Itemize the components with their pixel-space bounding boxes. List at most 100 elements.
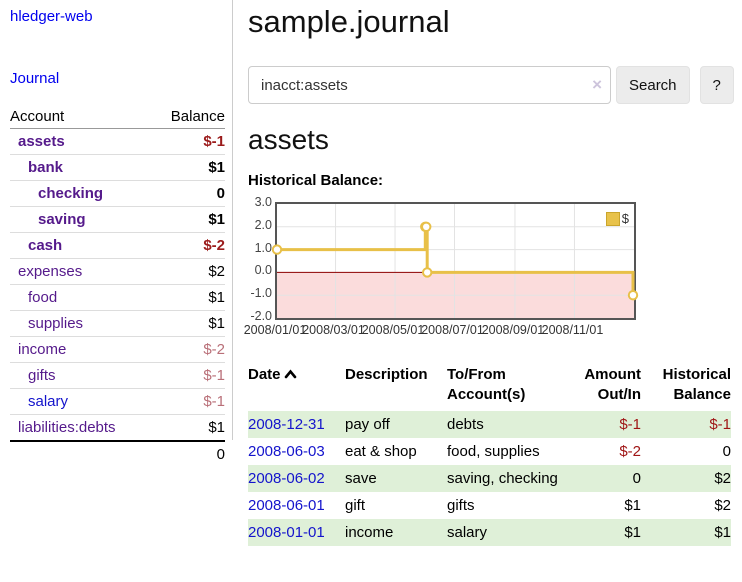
accounts-total-value: 0 [152, 440, 225, 467]
register-header-balance: Historical Balance [662, 366, 731, 403]
account-link[interactable]: income [18, 341, 67, 358]
accounts-header-balance: Balance [152, 105, 225, 129]
chart-canvas [271, 204, 639, 318]
app-title-link[interactable]: hledger-web [10, 8, 93, 25]
account-row: cash $-2 [10, 232, 225, 259]
account-link[interactable]: gifts [28, 367, 56, 384]
transaction-description: eat & shop [345, 443, 417, 460]
account-row: supplies $1 [10, 310, 225, 337]
accounts-total-row: 0 [10, 440, 225, 467]
register-row: 2008-06-03 eat & shop food, supplies $-2… [248, 438, 731, 465]
account-balance: $1 [152, 206, 225, 233]
register-header-amount: Amount Out/In [584, 366, 641, 403]
transaction-description: gift [345, 497, 366, 514]
transaction-description: pay off [345, 416, 390, 433]
sort-ascending-icon [284, 369, 296, 379]
chart-title: Historical Balance: [248, 172, 384, 189]
x-axis-label: 2008/07/01 [421, 323, 484, 337]
search-input[interactable] [248, 66, 611, 104]
transaction-accounts: gifts [447, 497, 475, 514]
x-axis-label: 2008/09/01 [481, 323, 545, 337]
y-axis-label: 1.0 [254, 240, 272, 255]
account-link[interactable]: bank [28, 159, 64, 176]
transaction-balance: $1 [714, 524, 731, 541]
account-link[interactable]: expenses [18, 263, 83, 280]
account-link[interactable]: checking [38, 185, 104, 202]
accounts-table: Account Balance assets $-1 bank $1 check… [10, 105, 225, 467]
account-balance: $-2 [152, 336, 225, 363]
account-row: gifts $-1 [10, 362, 225, 389]
transaction-description: save [345, 470, 377, 487]
register-header-row: Date Description To/From Account(s) Amou… [248, 363, 731, 411]
register-row: 2008-12-31 pay off debts $-1 $-1 [248, 411, 731, 438]
register-header-date[interactable]: Date [248, 363, 345, 411]
account-balance: $-2 [152, 232, 225, 259]
account-link[interactable]: liabilities:debts [18, 419, 116, 436]
account-link[interactable]: salary [28, 393, 69, 410]
transaction-date-link[interactable]: 2008-06-02 [248, 470, 325, 487]
legend-label: $ [621, 211, 629, 226]
account-row: expenses $2 [10, 258, 225, 285]
register-header-accounts: To/From Account(s) [447, 366, 526, 403]
register-row: 2008-01-01 income salary $1 $1 [248, 519, 731, 546]
clear-search-icon[interactable]: × [592, 75, 602, 94]
x-axis-label: 2008/01/01 [243, 323, 307, 337]
search-button[interactable]: Search [616, 66, 690, 104]
transaction-accounts: debts [447, 416, 484, 433]
help-button[interactable]: ? [699, 66, 734, 104]
account-link[interactable]: saving [38, 211, 86, 228]
accounts-header-row: Account Balance [10, 105, 225, 129]
register-header-description: Description [345, 366, 428, 383]
transaction-accounts: saving, checking [447, 470, 558, 487]
transaction-amount: $1 [624, 524, 641, 541]
account-row: salary $-1 [10, 388, 225, 415]
account-row: liabilities:debts $1 [10, 414, 225, 442]
account-link[interactable]: food [28, 289, 58, 306]
account-balance: $-1 [152, 388, 225, 415]
legend-swatch [605, 211, 620, 226]
transaction-balance: $-1 [709, 416, 731, 433]
transaction-accounts: salary [447, 524, 488, 541]
sidebar-item-journal[interactable]: Journal [10, 70, 60, 87]
account-row: food $1 [10, 284, 225, 311]
x-axis-label: 2008/11/01 [541, 323, 604, 337]
y-axis-label: 0.0 [254, 263, 272, 278]
register-row: 2008-06-02 save saving, checking 0 $2 [248, 465, 731, 492]
search-form: × Search ? [248, 66, 734, 104]
account-row: saving $1 [10, 206, 225, 233]
account-row: income $-2 [10, 336, 225, 363]
balance-chart: 3.0 2.0 1.0 0.0 -1.0 -2.0 $ 2008/01/01 2008/03… [244, 195, 734, 339]
y-axis-label: 2.0 [254, 217, 272, 232]
account-heading: assets [248, 124, 329, 155]
sidebar: hledger-web Journal Account Balance asse… [0, 0, 233, 467]
account-row: checking 0 [10, 180, 225, 207]
account-link[interactable]: assets [18, 133, 65, 150]
register-table: Date Description To/From Account(s) Amou… [248, 363, 731, 546]
transaction-date-link[interactable]: 2008-06-01 [248, 497, 325, 514]
transaction-amount: $-2 [619, 443, 641, 460]
transaction-accounts: food, supplies [447, 443, 540, 460]
account-row: assets $-1 [10, 128, 225, 155]
chart-legend: $ [605, 211, 629, 226]
accounts-total-spacer [10, 440, 153, 467]
transaction-balance: 0 [722, 443, 731, 460]
chart-plot-area: $ [271, 202, 639, 320]
transaction-date-link[interactable]: 2008-12-31 [248, 416, 325, 433]
main-content: sample.journal × Search ? assets Histori… [244, 0, 734, 546]
transaction-date-link[interactable]: 2008-06-03 [248, 443, 325, 460]
y-axis-label: -2.0 [250, 309, 272, 323]
account-link[interactable]: supplies [28, 315, 84, 332]
y-axis-label: 3.0 [254, 195, 272, 209]
account-balance: $-1 [152, 362, 225, 389]
account-balance: $1 [152, 414, 225, 442]
page-title: sample.journal [248, 4, 450, 39]
transaction-amount: $-1 [619, 416, 641, 433]
transaction-description: income [345, 524, 394, 541]
account-balance: $1 [152, 284, 225, 311]
transaction-balance: $2 [714, 497, 731, 514]
transaction-date-link[interactable]: 2008-01-01 [248, 524, 325, 541]
register-row: 2008-06-01 gift gifts $1 $2 [248, 492, 731, 519]
account-balance: $1 [152, 154, 225, 181]
account-link[interactable]: cash [28, 237, 63, 254]
x-axis-label: 2008/05/01 [361, 323, 425, 337]
